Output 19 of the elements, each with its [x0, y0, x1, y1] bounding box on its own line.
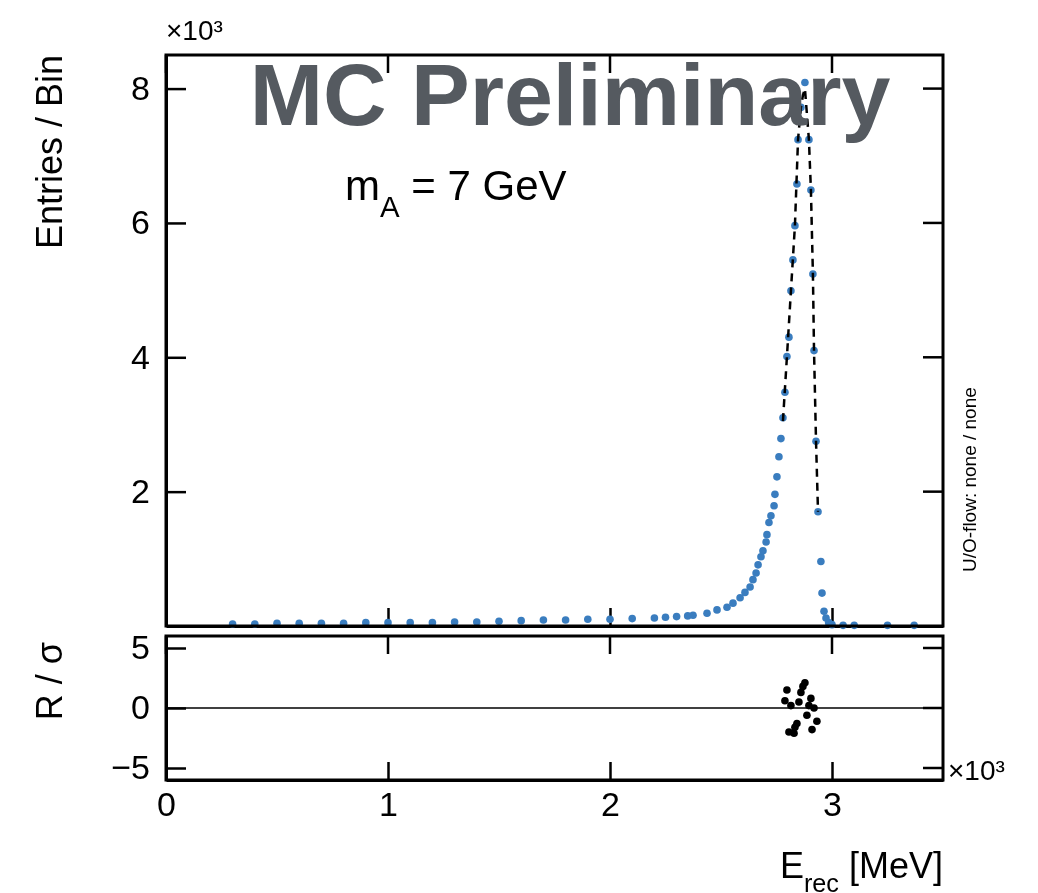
x-tick-label: 0	[157, 785, 176, 824]
y-tick-label: 0	[131, 688, 150, 727]
y-axis-title: Entries / Bin	[29, 55, 70, 250]
y-tick-label: 2	[131, 472, 150, 511]
text: ×10³	[166, 15, 223, 46]
y-tick-label: 8	[131, 68, 150, 107]
x-axis-title: E$_{rec}$ [MeV]	[779, 845, 943, 893]
y-tick-label: −5	[111, 748, 150, 787]
y-tick-label: 5	[131, 628, 150, 667]
text: ×10³	[948, 755, 1005, 786]
y-tick-label: 4	[131, 337, 150, 376]
y-tick-label: 6	[131, 203, 150, 242]
y-axis-title: R / σ	[29, 642, 70, 721]
annotation: m$_{A}$ = 7 GeV	[345, 162, 567, 223]
x-tick-label: 3	[823, 785, 842, 824]
text: U/O-flow: none / none	[959, 387, 980, 572]
x-tick-label: 1	[379, 785, 398, 824]
annotation: MC Preliminary	[249, 45, 891, 144]
x-tick-label: 2	[601, 785, 620, 824]
